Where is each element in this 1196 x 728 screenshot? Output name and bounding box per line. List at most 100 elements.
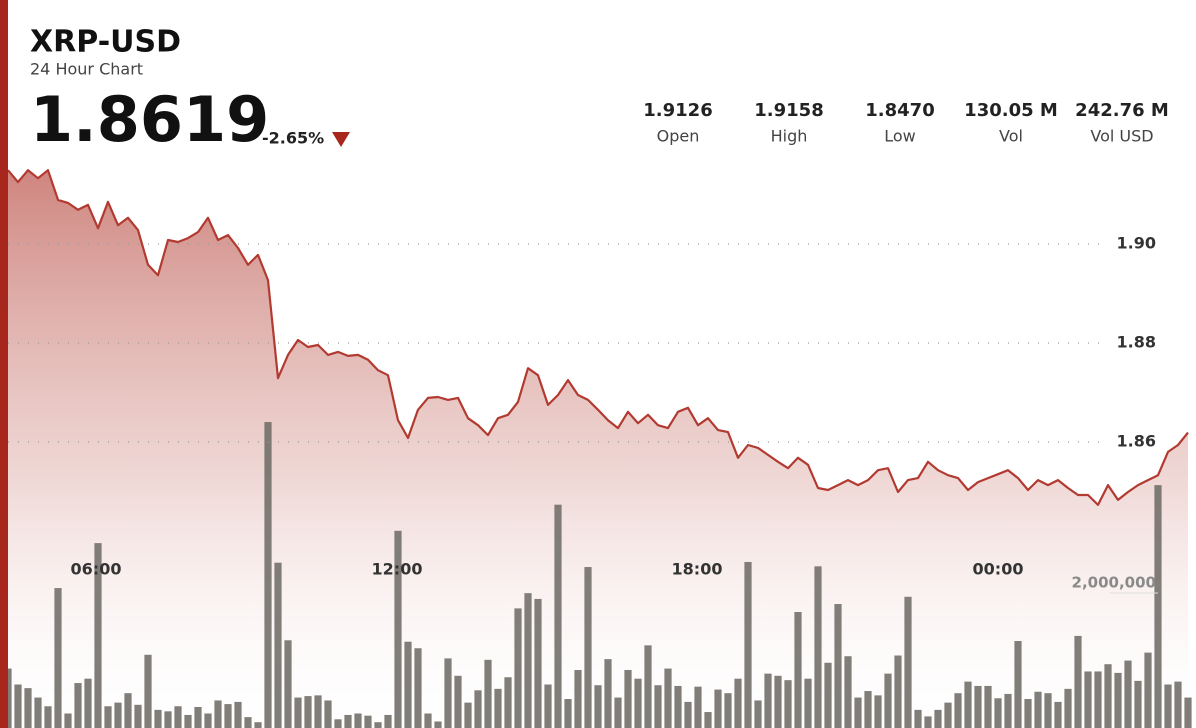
volume-bar xyxy=(854,697,862,728)
volume-bar xyxy=(324,700,332,728)
volume-bar xyxy=(464,702,472,728)
volume-bar xyxy=(274,562,282,728)
volume-bar xyxy=(684,701,692,728)
stat-label: High xyxy=(771,127,808,146)
volume-bar xyxy=(754,700,762,728)
volume-bar xyxy=(744,561,752,728)
volume-bar xyxy=(114,702,122,728)
volume-bar xyxy=(794,612,802,728)
volume-bar xyxy=(874,695,882,728)
volume-bar xyxy=(984,685,992,728)
volume-bar xyxy=(194,706,202,728)
volume-bar xyxy=(154,709,162,728)
volume-bar xyxy=(284,640,292,728)
volume-bar xyxy=(244,717,252,728)
price: 1.8619 xyxy=(30,83,269,156)
volume-bar xyxy=(694,686,702,728)
volume-bar xyxy=(204,713,212,728)
accent-bar xyxy=(0,0,8,728)
volume-bar xyxy=(734,678,742,728)
x-tick-label: 00:00 xyxy=(973,560,1024,579)
volume-bar xyxy=(824,662,832,728)
y-tick-label: 1.90 xyxy=(1117,234,1156,253)
volume-bar xyxy=(1124,660,1132,728)
volume-bar xyxy=(104,706,112,728)
volume-bar xyxy=(174,706,182,728)
line-layer xyxy=(7,169,1189,506)
volume-bar xyxy=(764,673,772,728)
volume-bar xyxy=(1024,699,1032,728)
volume-bar xyxy=(294,697,302,728)
volume-bar xyxy=(64,713,72,728)
volume-bar xyxy=(964,681,972,728)
volume-bar xyxy=(1084,671,1092,728)
change: -2.65% xyxy=(262,129,324,148)
volume-bar xyxy=(224,704,232,728)
volume-bar xyxy=(504,677,512,728)
volume-bar xyxy=(424,713,432,728)
volume-bar xyxy=(1094,671,1102,728)
label-layer: 1.86 1.88 1.90 2,000,000 06:00 12:00 18:00 00:0… xyxy=(71,234,1156,592)
volume-bar xyxy=(164,711,172,728)
area-layer xyxy=(8,170,1188,728)
x-tick-label: 12:00 xyxy=(372,560,423,579)
volume-bar xyxy=(344,714,352,728)
plot-area: 1.86 1.88 1.90 2,000,000 06:00 12:00 18:00 00:0… xyxy=(4,169,1192,728)
volume-bar xyxy=(484,659,492,728)
volume-bar xyxy=(774,675,782,728)
title: XRP-USD xyxy=(30,25,181,60)
stat-label: Vol USD xyxy=(1090,127,1153,146)
volume-bar xyxy=(24,688,32,728)
volume-bar xyxy=(1014,641,1022,728)
y-tick-label: 1.88 xyxy=(1117,333,1156,352)
volume-bar xyxy=(394,530,402,728)
stat-value: 130.05 M xyxy=(964,100,1058,121)
volume-bar xyxy=(544,684,552,728)
volume-bar xyxy=(214,700,222,728)
y-tick-label: 1.86 xyxy=(1117,432,1156,451)
volume-bar xyxy=(1144,652,1152,728)
stat-label: Low xyxy=(884,127,916,146)
volume-bar xyxy=(914,709,922,728)
volume-bar xyxy=(184,714,192,728)
volume-bar xyxy=(514,608,522,728)
stat-value: 242.76 M xyxy=(1075,100,1169,121)
volume-bar xyxy=(904,596,912,728)
volume-bar xyxy=(704,712,712,728)
x-tick-label: 18:00 xyxy=(672,560,723,579)
stats: 1.9126 Open 1.9158 High 1.8470 Low 130.05 M Vol… xyxy=(643,100,1169,146)
volume-bar xyxy=(1004,693,1012,728)
volume-bar xyxy=(954,693,962,728)
volume-bar xyxy=(634,678,642,728)
volume-bar xyxy=(994,698,1002,728)
grid-layer xyxy=(8,243,1158,594)
volume-bar xyxy=(124,693,132,728)
volume-bar xyxy=(654,685,662,728)
volume-bar xyxy=(804,678,812,728)
stat-label: Open xyxy=(657,127,700,146)
volume-layer xyxy=(4,422,1192,728)
price-line xyxy=(7,169,1189,506)
volume-bar xyxy=(314,695,322,728)
volume-bar xyxy=(34,697,42,728)
volume-bar xyxy=(924,716,932,728)
volume-bar xyxy=(434,721,442,728)
volume-bar xyxy=(1134,680,1142,728)
volume-bar xyxy=(974,685,982,728)
volume-bar xyxy=(664,668,672,728)
volume-bar xyxy=(524,593,532,728)
volume-bar xyxy=(354,713,362,728)
volume-bar xyxy=(1164,684,1172,728)
volume-bar xyxy=(454,675,462,728)
volume-bar xyxy=(864,691,872,728)
volume-bar xyxy=(834,604,842,728)
x-tick-label: 06:00 xyxy=(71,560,122,579)
volume-bar xyxy=(894,655,902,728)
volume-bar xyxy=(134,704,142,728)
price-area xyxy=(8,170,1188,728)
volume-bar xyxy=(1114,672,1122,728)
volume-bar xyxy=(444,658,452,728)
volume-bar xyxy=(934,709,942,728)
volume-bar xyxy=(494,688,502,728)
